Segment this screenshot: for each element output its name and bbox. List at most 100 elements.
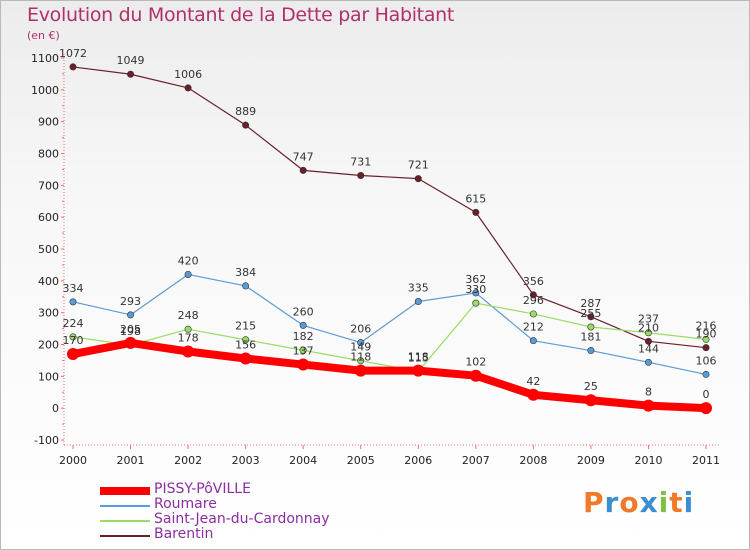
y-tick-label: 300 <box>38 307 59 320</box>
legend-label: Barentin <box>154 526 214 542</box>
x-tick-label: 2000 <box>59 454 87 467</box>
data-point <box>127 70 135 78</box>
data-point <box>529 310 537 318</box>
y-tick-label: 400 <box>38 275 59 288</box>
data-label: 190 <box>696 328 717 341</box>
data-label: 747 <box>293 150 314 163</box>
data-label: 205 <box>120 323 141 336</box>
x-tick-label: 2010 <box>634 454 662 467</box>
y-tick-label: 100 <box>38 370 59 383</box>
logo-letter: o <box>619 486 640 519</box>
data-point <box>702 344 710 352</box>
data-label: 182 <box>293 330 314 343</box>
data-point <box>299 321 307 329</box>
data-point <box>587 323 595 331</box>
data-label: 1006 <box>174 68 202 81</box>
data-label: 115 <box>408 352 429 365</box>
data-label: 335 <box>408 282 429 295</box>
logo-letter: P <box>583 486 605 519</box>
proxiti-logo: Proxiti <box>583 486 694 519</box>
legend-swatch <box>100 535 150 537</box>
legend-label: Saint-Jean-du-Cardonnay <box>154 511 330 527</box>
data-label: 216 <box>696 319 717 332</box>
data-label: 144 <box>638 342 659 355</box>
series-line-3 <box>72 66 707 349</box>
legend-label: Roumare <box>154 496 217 512</box>
data-label: 260 <box>293 305 314 318</box>
data-label: 0 <box>703 388 710 401</box>
data-label: 889 <box>235 105 256 118</box>
data-label: 25 <box>584 380 598 393</box>
data-point <box>299 166 307 174</box>
data-point <box>297 358 310 371</box>
data-point <box>357 357 365 365</box>
data-point <box>529 337 537 345</box>
data-point <box>182 345 195 358</box>
data-label: 224 <box>63 317 84 330</box>
data-point <box>472 208 480 216</box>
data-label: 178 <box>178 332 199 345</box>
data-point <box>644 358 652 366</box>
unit-label: (en €) <box>27 29 60 42</box>
data-label: 181 <box>580 331 601 344</box>
x-tick-label: 2006 <box>404 454 432 467</box>
legend-swatch <box>100 520 150 522</box>
x-tick-label: 2002 <box>174 454 202 467</box>
legend-swatch <box>100 487 150 495</box>
x-tick-label: 2001 <box>117 454 145 467</box>
data-label: 237 <box>638 313 659 326</box>
data-label: 118 <box>408 351 429 364</box>
series-line-1 <box>72 273 707 376</box>
data-label: 330 <box>465 283 486 296</box>
data-point <box>472 299 480 307</box>
y-tick-label: 1100 <box>31 52 59 65</box>
data-label: 206 <box>350 323 371 336</box>
data-point <box>242 336 250 344</box>
data-point <box>527 388 540 401</box>
data-point <box>299 346 307 354</box>
data-point <box>702 370 710 378</box>
chart-title: Evolution du Montant de la Dette par Hab… <box>27 4 455 26</box>
data-point <box>124 336 137 349</box>
data-label: 1072 <box>59 47 87 60</box>
data-label: 118 <box>350 351 371 364</box>
data-label: 334 <box>63 282 84 295</box>
data-label: 215 <box>235 320 256 333</box>
data-point <box>469 369 482 382</box>
data-point <box>644 329 652 337</box>
data-point <box>357 171 365 179</box>
data-label: 212 <box>523 321 544 334</box>
data-label: 420 <box>178 254 199 267</box>
data-label: 615 <box>465 192 486 205</box>
data-point <box>69 298 77 306</box>
y-tick-label: 800 <box>38 148 59 161</box>
data-label: 156 <box>235 339 256 352</box>
legend-swatch <box>100 505 150 507</box>
data-point <box>127 311 135 319</box>
x-tick-label: 2003 <box>232 454 260 467</box>
data-label: 293 <box>120 295 141 308</box>
data-label: 1049 <box>117 54 145 67</box>
data-point <box>584 394 597 407</box>
data-point <box>644 337 652 345</box>
y-tick-label: 1000 <box>31 84 59 97</box>
series-line-2 <box>72 302 707 373</box>
x-tick-label: 2007 <box>462 454 490 467</box>
data-label: 42 <box>526 375 540 388</box>
data-label: 384 <box>235 266 256 279</box>
series-line-0 <box>69 338 710 413</box>
y-tick-label: 900 <box>38 116 59 129</box>
data-label: 255 <box>580 307 601 320</box>
x-tick-label: 2011 <box>692 454 720 467</box>
legend-label: PISSY-PôVILLE <box>154 481 251 497</box>
data-point <box>242 121 250 129</box>
data-label: 287 <box>580 297 601 310</box>
data-label: 721 <box>408 159 429 172</box>
data-point <box>587 313 595 321</box>
x-tick-label: 2004 <box>289 454 317 467</box>
data-point <box>357 339 365 347</box>
data-point <box>184 325 192 333</box>
data-label: 106 <box>696 354 717 367</box>
logo-letter: x <box>639 486 659 519</box>
